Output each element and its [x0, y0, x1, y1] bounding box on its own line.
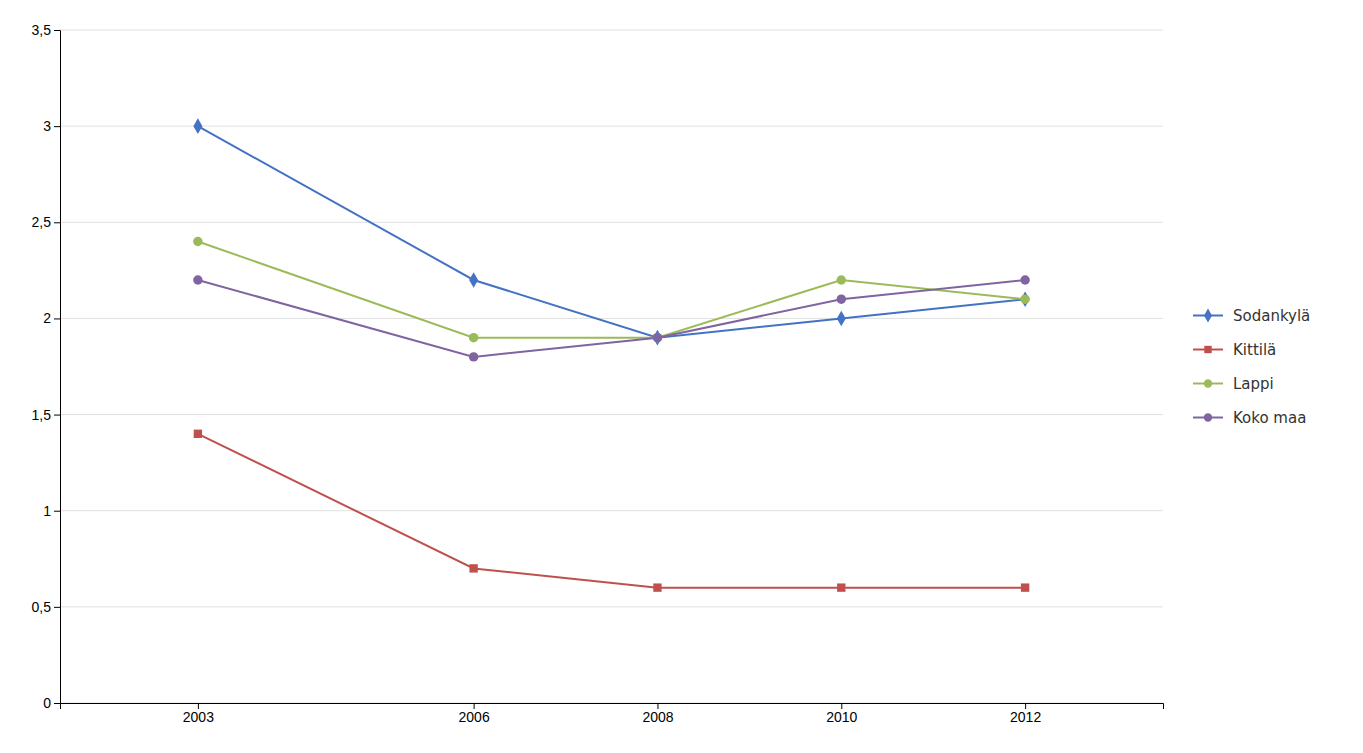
- series-point: [837, 583, 845, 591]
- x-axis-line: [61, 704, 1164, 710]
- series: [194, 430, 1030, 592]
- y-axis-tick: 0: [43, 695, 60, 711]
- y-axis-tick-label: 2: [43, 310, 51, 326]
- grid-line: [60, 30, 1163, 31]
- y-axis-tick-label: 1: [43, 503, 51, 519]
- legend-item: Sodankylä: [1193, 307, 1310, 325]
- legend-label: Sodankylä: [1233, 307, 1310, 325]
- series-point: [194, 430, 202, 438]
- y-axis-tick: 1: [43, 503, 60, 519]
- series-point: [469, 352, 478, 361]
- series-line: [198, 280, 1025, 357]
- y-axis-tick-mark: [54, 703, 60, 704]
- series: [193, 275, 1030, 361]
- x-axis-tick: 2010: [826, 703, 857, 725]
- y-axis-tick-label: 0,5: [32, 599, 52, 615]
- legend-item: Koko maa: [1193, 409, 1306, 427]
- y-axis-tick-mark: [54, 415, 60, 416]
- series-point: [1021, 583, 1029, 591]
- series-line: [198, 126, 1025, 338]
- chart: 2003 2006 2008 2010 2012 0 0,5 1 1,5 2 2,5 3 3,5 Soda…: [0, 0, 1363, 753]
- grid-line: [60, 222, 1163, 223]
- y-axis: 0 0,5 1 1,5 2 2,5 3 3,5: [32, 22, 61, 711]
- y-axis-tick: 3: [43, 118, 60, 134]
- y-axis-tick-label: 3,5: [32, 22, 52, 38]
- series: [193, 118, 1029, 345]
- series-point: [193, 118, 202, 134]
- y-axis-line: [54, 31, 61, 704]
- x-axis-tick-label: 2003: [183, 709, 214, 725]
- x-axis-tick-label: 2010: [826, 709, 857, 725]
- y-axis-tick: 1,5: [32, 407, 60, 423]
- series-point: [837, 294, 846, 303]
- x-axis-tick: 2008: [642, 703, 673, 725]
- legend-marker: [1204, 413, 1212, 421]
- y-axis-tick-mark: [54, 126, 60, 127]
- grid-line: [60, 318, 1163, 319]
- series-point: [469, 564, 477, 572]
- legend-marker: [1204, 346, 1211, 353]
- y-axis-tick-label: 1,5: [32, 407, 52, 423]
- legend-marker: [1204, 309, 1212, 323]
- y-axis-tick-mark: [54, 222, 60, 223]
- x-axis-tick-label: 2012: [1010, 709, 1041, 725]
- y-axis-tick: 3,5: [32, 22, 60, 38]
- grid: [60, 30, 1163, 703]
- series-point: [469, 333, 478, 342]
- y-axis-tick: 0,5: [32, 599, 60, 615]
- series-point: [1020, 294, 1029, 303]
- series-line: [198, 434, 1025, 588]
- x-axis: 2003 2006 2008 2010 2012: [61, 703, 1164, 725]
- series-line: [198, 242, 1025, 338]
- series-point: [653, 333, 662, 342]
- plot-area: 2003 2006 2008 2010 2012 0 0,5 1 1,5 2 2,5 3 3,5: [32, 22, 1164, 725]
- grid-line: [60, 510, 1163, 511]
- y-axis-tick: 2: [43, 310, 60, 326]
- x-axis-tick: 2003: [183, 703, 214, 725]
- legend: Sodankylä Kittilä Lappi Koko maa: [1193, 307, 1310, 427]
- series-point: [1021, 291, 1030, 307]
- marks: [193, 118, 1030, 591]
- series-point: [653, 583, 661, 591]
- legend-marker: [1204, 379, 1212, 387]
- y-axis-tick-label: 0: [43, 695, 51, 711]
- series-point: [653, 330, 662, 346]
- x-axis-tick: 2012: [1010, 703, 1041, 725]
- grid-line: [60, 606, 1163, 607]
- series: [193, 237, 1030, 343]
- legend-label: Kittilä: [1233, 341, 1276, 359]
- series-point: [1020, 275, 1029, 284]
- x-axis-tick-label: 2006: [459, 709, 490, 725]
- x-axis-tick: 2006: [459, 703, 490, 725]
- y-axis-tick-mark: [54, 318, 60, 319]
- series-point: [469, 272, 478, 288]
- legend-item: Lappi: [1193, 375, 1274, 393]
- y-axis-tick-mark: [54, 511, 60, 512]
- y-axis-tick-mark: [54, 30, 60, 31]
- legend-label: Lappi: [1233, 375, 1274, 393]
- y-axis-tick: 2,5: [32, 214, 60, 230]
- series-point: [193, 237, 202, 246]
- series-point: [837, 311, 846, 327]
- legend-label: Koko maa: [1233, 409, 1306, 427]
- series-point: [653, 333, 662, 342]
- series-point: [193, 275, 202, 284]
- grid-line: [60, 126, 1163, 127]
- y-axis-tick-mark: [54, 607, 60, 608]
- grid-line: [60, 414, 1163, 415]
- legend-item: Kittilä: [1193, 341, 1276, 359]
- x-axis-tick-label: 2008: [642, 709, 673, 725]
- y-axis-tick-label: 2,5: [32, 214, 52, 230]
- series-point: [837, 275, 846, 284]
- y-axis-tick-label: 3: [43, 118, 51, 134]
